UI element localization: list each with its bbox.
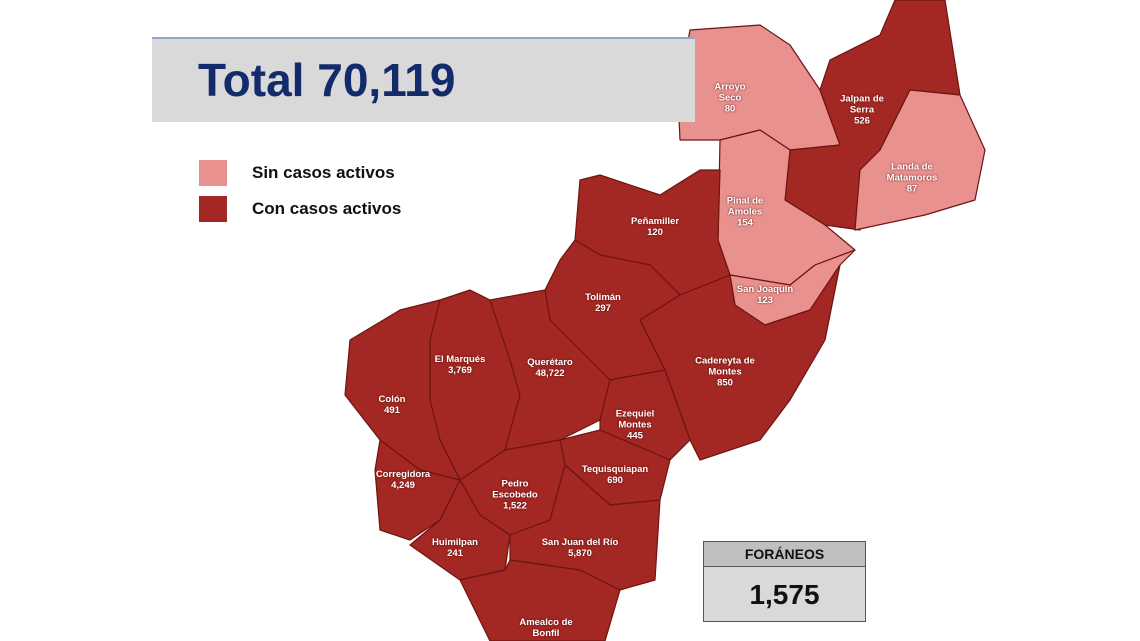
municipality-name: Querétaro	[527, 357, 573, 368]
municipality-value: 80	[724, 103, 736, 115]
municipality-name: Jalpan de Serra	[840, 93, 884, 116]
municipality-label: Pinal de Amoles 154	[720, 196, 770, 229]
municipality-name: Amealco de Bonfil	[519, 617, 573, 639]
municipality-name: Arroyo Seco	[714, 81, 746, 104]
municipality-value: 5,870	[568, 548, 592, 559]
municipality-label: Tequisquiapan 690	[575, 464, 655, 486]
municipality-value: 297	[595, 303, 611, 314]
municipality-value: 48,722	[535, 368, 565, 379]
region	[374, 439, 461, 541]
municipality-value: 123	[757, 295, 773, 306]
region	[854, 89, 986, 231]
municipality-label: Huimilpan 241	[425, 537, 485, 559]
municipality-label: Tolimán 297	[573, 292, 633, 314]
municipality-label: Arroyo Seco 80	[705, 82, 755, 115]
legend-item: Sin casos activos	[199, 160, 395, 186]
title-box: Total 70,119	[152, 37, 695, 122]
municipality-name: San Joaquín	[736, 284, 794, 295]
municipality-value: 120	[647, 227, 663, 238]
municipality-label: Cadereyta de Montes 850	[685, 356, 765, 389]
municipality-value: 4,249	[391, 480, 415, 491]
municipality-label: San Joaquín 123	[730, 284, 800, 306]
municipality-name: Landa de Matamoros	[886, 161, 938, 184]
foraneos-title: FORÁNEOS	[703, 541, 866, 567]
legend-item: Con casos activos	[199, 196, 401, 222]
municipality-name: Ezequiel Montes	[615, 408, 655, 431]
municipality-value: 526	[854, 115, 870, 127]
municipality-name: Huimilpan	[432, 537, 478, 548]
municipality-value: 491	[384, 405, 400, 416]
region	[459, 559, 621, 641]
municipality-value: 690	[607, 475, 623, 486]
municipality-label: Landa de Matamoros 87	[877, 162, 947, 195]
municipality-value: 241	[447, 548, 463, 559]
municipality-name: Tolimán	[585, 292, 621, 303]
legend-label: Con casos activos	[252, 199, 402, 218]
municipality-label: San Juan del Río 5,870	[535, 537, 625, 559]
municipality-name: Tequisquiapan	[581, 464, 649, 475]
legend-swatch	[199, 160, 227, 186]
municipality-name: Colón	[378, 394, 406, 405]
municipality-label: El Marqués 3,769	[430, 354, 490, 376]
municipality-value: 850	[717, 377, 733, 389]
municipality-name: Peñamiller	[630, 216, 680, 227]
municipality-name: San Juan del Río	[541, 537, 619, 548]
municipality-label: Amealco de Bonfil	[511, 617, 581, 639]
region	[409, 479, 511, 581]
municipality-label: Colón 491	[362, 394, 422, 416]
municipality-value: 154	[737, 217, 753, 229]
municipality-name: El Marqués	[434, 354, 486, 365]
municipality-name: Pedro Escobedo	[492, 478, 538, 501]
municipality-value: 1,522	[503, 500, 527, 512]
municipality-value: 3,769	[448, 365, 472, 376]
region	[344, 299, 461, 481]
municipality-label: Pedro Escobedo 1,522	[485, 479, 545, 512]
municipality-name: Pinal de Amoles	[726, 195, 764, 218]
municipality-name: Corregidora	[375, 469, 431, 480]
legend-swatch	[199, 196, 227, 222]
legend-label: Sin casos activos	[252, 163, 395, 182]
municipality-label: Querétaro 48,722	[525, 357, 575, 379]
municipality-value: 87	[906, 183, 918, 195]
municipality-label: Jalpan de Serra 526	[832, 94, 892, 127]
municipality-value: 445	[627, 430, 643, 442]
region	[489, 289, 611, 451]
title: Total 70,119	[198, 54, 456, 106]
municipality-label: Corregidora 4,249	[368, 469, 438, 491]
foraneos-value: 1,575	[703, 567, 866, 622]
region	[509, 464, 661, 591]
municipality-label: Ezequiel Montes 445	[610, 409, 660, 442]
municipality-name: Cadereyta de Montes	[695, 355, 755, 378]
municipality-label: Peñamiller 120	[620, 216, 690, 238]
